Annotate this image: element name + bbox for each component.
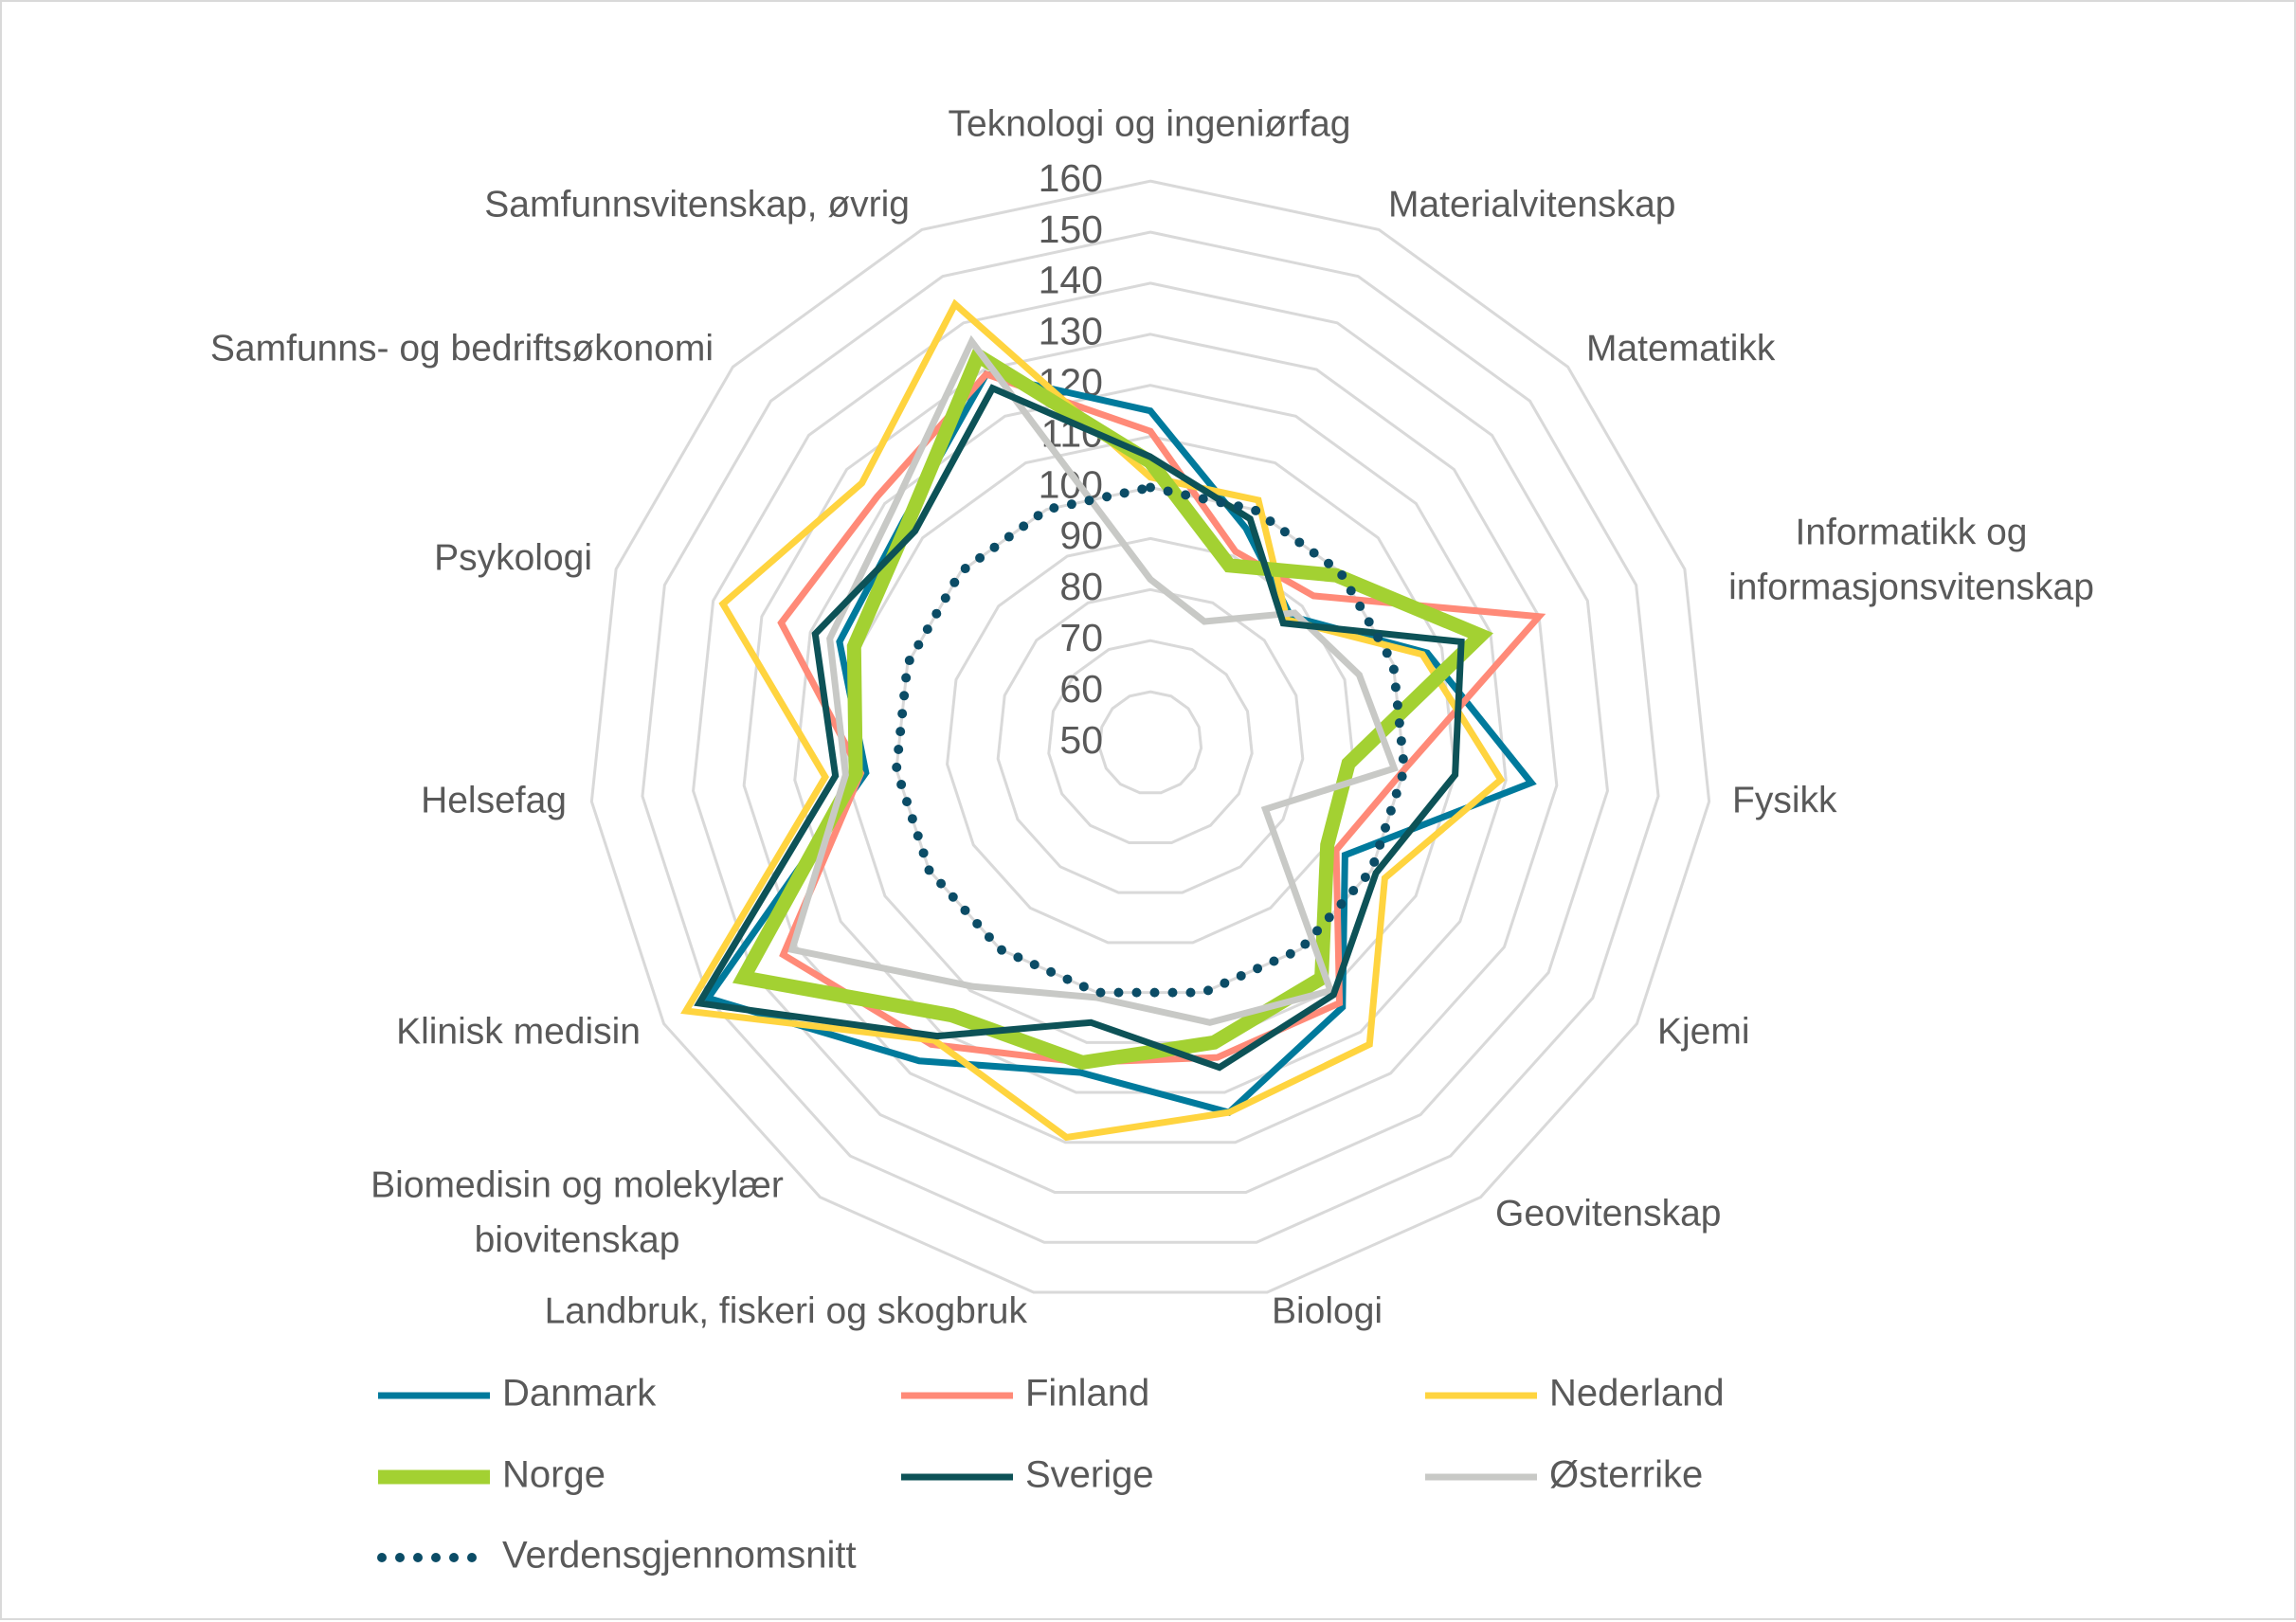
category-label: Biomedisin og molekylær <box>371 1164 784 1205</box>
legend-label: Østerrike <box>1549 1454 1703 1496</box>
grid-ring <box>1099 692 1201 793</box>
category-label: Matematikk <box>1586 328 1776 369</box>
grid-ring <box>998 589 1303 892</box>
tick-label: 160 <box>1039 156 1103 200</box>
legend-label: Verdensgjennomsnitt <box>502 1535 857 1577</box>
tick-label: 90 <box>1059 514 1103 557</box>
legend-label: Sverige <box>1025 1454 1154 1496</box>
tick-label: 130 <box>1039 310 1103 353</box>
series-lines <box>686 304 1539 1138</box>
tick-label: 60 <box>1059 667 1103 711</box>
category-label: Landbruk, fiskeri og skogbruk <box>545 1290 1028 1331</box>
category-label: Teknologi og ingeniørfag <box>949 103 1351 144</box>
legend-label: Danmark <box>502 1373 657 1415</box>
category-label: Fysikk <box>1732 780 1837 820</box>
legend-item: Nederland <box>1425 1373 1725 1415</box>
category-label: Geovitenskap <box>1495 1193 1721 1234</box>
category-label: Psykologi <box>434 537 592 578</box>
tick-label: 140 <box>1039 259 1103 302</box>
category-label: Samfunnsvitenskap, øvrig <box>484 184 910 225</box>
category-label: Klinisk medisin <box>396 1011 641 1052</box>
legend-item: Sverige <box>901 1454 1154 1496</box>
tick-label: 80 <box>1059 565 1103 608</box>
category-label: Samfunns- og bedriftsøkonomi <box>210 328 714 369</box>
legend-item: Verdensgjennomsnitt <box>382 1535 857 1577</box>
tick-label: 50 <box>1059 718 1103 762</box>
category-label: Biologi <box>1272 1290 1383 1331</box>
legend-label: Finland <box>1025 1373 1149 1415</box>
category-label: Informatikk og <box>1796 512 2028 552</box>
legend-item: Danmark <box>378 1373 657 1415</box>
category-label: biovitenskap <box>475 1219 680 1260</box>
category-label: informasjonsvitenskap <box>1728 567 2094 607</box>
category-label: Materialvitenskap <box>1388 184 1675 225</box>
legend-item: Finland <box>901 1373 1149 1415</box>
tick-label: 150 <box>1039 207 1103 251</box>
legend-label: Norge <box>502 1454 606 1496</box>
category-labels: Teknologi og ingeniørfag Materialvitenska… <box>210 103 2094 1331</box>
legend-item: Østerrike <box>1425 1454 1703 1496</box>
category-label: Helsefag <box>421 780 567 820</box>
category-label: Kjemi <box>1657 1011 1750 1052</box>
legend-item: Norge <box>378 1454 606 1496</box>
legend: Danmark Finland Nederland Norge Sverige Øster… <box>378 1373 1725 1577</box>
legend-label: Nederland <box>1549 1373 1725 1415</box>
tick-label: 70 <box>1059 616 1103 659</box>
